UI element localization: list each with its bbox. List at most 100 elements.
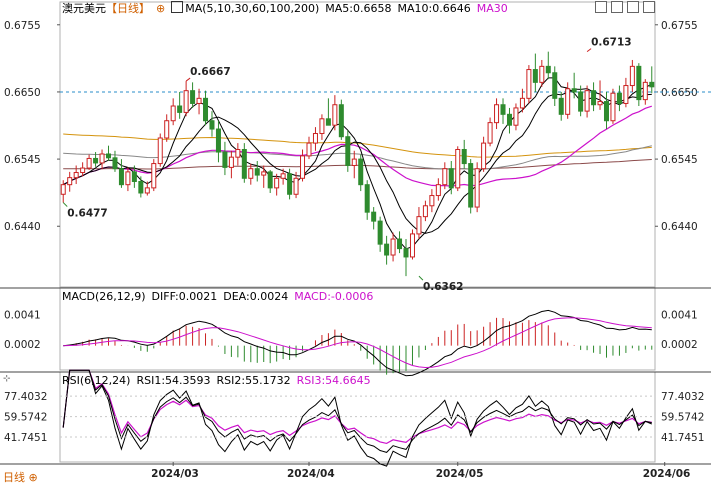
crosshair-icon[interactable]	[611, 1, 623, 13]
candle	[267, 171, 273, 189]
candle	[332, 104, 338, 126]
candle	[215, 128, 221, 153]
macd-y-tick-label-left: 0.0002	[4, 339, 41, 351]
candle	[345, 136, 351, 166]
candle	[338, 104, 344, 138]
candle	[571, 88, 577, 93]
annotation-pointer	[586, 48, 592, 53]
macd-diff-line	[63, 309, 652, 377]
candle	[125, 171, 131, 186]
rsi1-line	[62, 369, 652, 467]
price-y-tick-label-right: 0.6755	[661, 20, 698, 32]
candle	[190, 90, 196, 104]
candle	[351, 158, 357, 166]
candle	[222, 151, 228, 168]
price-y-tick-label-right: 0.6650	[661, 87, 698, 99]
rsi2-line	[62, 369, 652, 453]
candle	[112, 157, 118, 170]
price-y-tick-label-right: 0.6440	[661, 221, 698, 233]
ma200-line	[63, 159, 652, 170]
candle	[144, 187, 150, 194]
candle	[526, 69, 532, 99]
annotation-pointer	[418, 275, 424, 281]
price-annotation: 0.6667	[190, 66, 231, 78]
candle	[241, 149, 247, 179]
candle	[312, 133, 318, 144]
candle	[157, 137, 163, 165]
ma-label: MA(5,10,30,60,100,200)	[185, 2, 320, 15]
candle	[196, 97, 202, 104]
indicator-toggle-icon[interactable]	[171, 1, 184, 13]
price-header: 澳元美元【日线】 ⊕ MA(5,10,30,60,100,200) MA5:0.665…	[62, 1, 514, 15]
macd-diff: DIFF:0.0021	[151, 290, 218, 303]
price-y-tick-label-left: 0.6650	[4, 87, 41, 99]
candle	[422, 205, 428, 218]
x-tick-label: 2024/05	[436, 468, 484, 480]
candle	[455, 149, 461, 189]
candle	[623, 85, 629, 104]
candle	[616, 92, 622, 104]
symbol-label: 澳元美元	[62, 2, 106, 15]
candle	[397, 238, 403, 250]
candle	[545, 65, 551, 74]
candle	[500, 104, 506, 115]
candle	[435, 184, 441, 197]
candle	[468, 163, 474, 208]
candle	[649, 81, 655, 88]
candle	[371, 211, 377, 222]
annotation-pointer	[185, 77, 191, 82]
candle	[409, 233, 415, 258]
candle	[519, 97, 525, 109]
candle	[325, 118, 331, 126]
candle	[93, 157, 99, 164]
footer-period-label[interactable]: 日线	[3, 471, 25, 484]
rsi3-value: RSI3:54.6645	[296, 374, 371, 387]
candle	[636, 65, 642, 101]
candle	[261, 171, 267, 176]
ma5-value: MA5:0.6658	[325, 2, 392, 15]
x-tick-label: 2024/04	[287, 468, 335, 480]
period-label[interactable]: 【日线】	[106, 2, 150, 15]
ma10-value: MA10:0.6646	[397, 2, 471, 15]
price-y-tick-label-left: 0.6755	[4, 20, 41, 32]
candle	[300, 155, 306, 179]
price-y-tick-label-left: 0.6545	[4, 154, 41, 166]
circle-plus-icon[interactable]: ⊕	[156, 2, 166, 15]
candle	[429, 195, 435, 207]
rsi-y-tick-label-right: 41.7451	[661, 432, 704, 444]
price-annotation: 0.6477	[67, 208, 108, 220]
candle	[151, 163, 157, 189]
candle	[131, 171, 137, 182]
candle	[481, 142, 487, 170]
candle	[280, 173, 286, 179]
rsi-y-tick-label-right: 77.4032	[661, 391, 704, 403]
candle	[629, 65, 635, 87]
bar-chart-icon[interactable]	[627, 1, 639, 13]
candle	[539, 65, 545, 83]
candle	[183, 90, 189, 113]
rsi-y-tick-label-left: 41.7451	[4, 432, 47, 444]
macd-dea-line	[63, 317, 652, 369]
rsi-pane-icon[interactable]: ⊹	[3, 374, 11, 384]
footer-circle-plus-icon[interactable]: ⊕	[25, 471, 38, 484]
candle	[642, 81, 648, 101]
rsi1-value: RSI1:54.3593	[136, 374, 211, 387]
candle	[177, 105, 183, 113]
macd-label: MACD(26,12,9)	[62, 290, 146, 303]
grid-icon[interactable]	[595, 1, 607, 13]
candle	[254, 168, 260, 176]
candle	[494, 104, 500, 124]
macd-header: MACD(26,12,9) DIFF:0.0021 DEA:0.0024 MACD:-…	[62, 290, 379, 304]
candle	[474, 168, 480, 208]
candle	[73, 172, 79, 179]
rsi-y-tick-label-left: 59.5742	[4, 412, 47, 424]
rsi-y-tick-label-right: 59.5742	[661, 412, 704, 424]
line-chart-icon[interactable]	[643, 1, 655, 13]
candle	[99, 153, 105, 164]
candle	[390, 238, 396, 256]
candle	[358, 158, 364, 186]
candle	[416, 216, 422, 235]
candle	[403, 248, 409, 258]
x-tick-label: 2024/03	[151, 468, 199, 480]
